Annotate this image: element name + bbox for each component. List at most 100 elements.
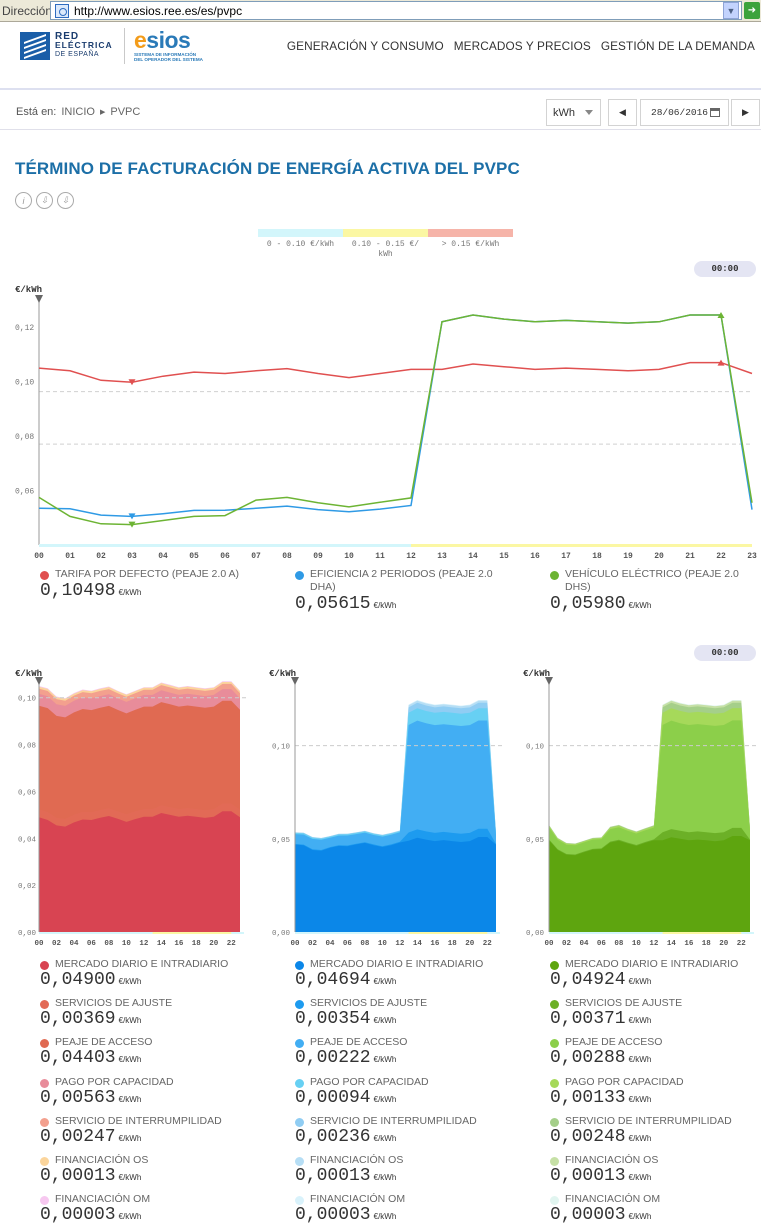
x-tick-label: 10 [378, 940, 388, 948]
breakdown-legend-item[interactable]: FINANCIACIÓN OM 0,00003 €/kWh [295, 1193, 505, 1229]
breakdown-legend-item[interactable]: PEAJE DE ACCESO 0,04403 €/kWh [40, 1036, 250, 1072]
caret-down-icon [585, 110, 593, 115]
legend-label: EFICIENCIA 2 PERIODOS (PEAJE 2.0 [310, 568, 493, 580]
export-icon[interactable]: ⇩ [57, 192, 74, 209]
breakdown-legend-item[interactable]: SERVICIOS DE AJUSTE 0,00369 €/kWh [40, 997, 250, 1033]
breakdown-legend-item[interactable]: FINANCIACIÓN OS 0,00013 €/kWh [550, 1154, 760, 1190]
esios-logo[interactable]: esios SISTEMA DE INFORMACIÓN DEL OPERADO… [134, 28, 224, 68]
go-arrow-icon[interactable]: ➜ [744, 2, 760, 19]
breakdown-legend-item[interactable]: PEAJE DE ACCESO 0,00222 €/kWh [295, 1036, 505, 1072]
min-marker-icon [128, 521, 136, 528]
x-band-segment [225, 544, 256, 547]
legend-value: 0,00094 €/kWh [295, 1088, 396, 1108]
breakdown-chart-vehiculo[interactable]: €/kWh 0,00 0,05 0,10 00 02 04 06 08 10 12 14 16 18 20 2… [508, 662, 761, 952]
y-tick-label: 0,06 [15, 488, 34, 497]
x-tick-label: 06 [87, 940, 97, 948]
breakdown-legend-item[interactable]: FINANCIACIÓN OM 0,00003 €/kWh [550, 1193, 760, 1229]
legend-label: PEAJE DE ACCESO [310, 1036, 408, 1049]
unit-select[interactable]: kWh [546, 99, 601, 126]
breakdown-legend-item[interactable]: PAGO POR CAPACIDAD 0,00563 €/kWh [40, 1076, 250, 1112]
legend-label: MERCADO DIARIO E INTRADIARIO [565, 958, 739, 970]
next-date-button[interactable]: ▶ [731, 99, 760, 126]
legend-value: 0,00288 €/kWh [550, 1048, 651, 1068]
x-band-segment [318, 544, 349, 547]
esios-rest: sios [146, 27, 191, 53]
download-icon[interactable]: ⇩ [36, 192, 53, 209]
legend-dot-icon [295, 1196, 304, 1206]
legend-value: 0,00236 €/kWh [295, 1127, 396, 1147]
x-band-segment [473, 544, 504, 547]
x-tick-label: 08 [282, 552, 292, 561]
breakdown-chart-eficiencia[interactable]: €/kWh 0,00 0,05 0,10 00 02 04 06 08 10 12 14 16 18 20 2… [254, 662, 508, 952]
nav-generacion-consumo[interactable]: GENERACIÓN Y CONSUMO [286, 39, 444, 53]
legend-unit: €/kWh [373, 601, 397, 610]
x-band-mid [152, 932, 232, 934]
legend-value-number: 0,00371 [550, 1009, 626, 1030]
y-axis-label: €/kWh [523, 669, 550, 679]
legend-unit: €/kWh [118, 1212, 142, 1222]
info-icon[interactable]: i [15, 192, 32, 209]
breakdown-legend-item[interactable]: FINANCIACIÓN OS 0,00013 €/kWh [40, 1154, 250, 1190]
breakdown-legend-item[interactable]: MERCADO DIARIO E INTRADIARIO 0,04694 €/kWh [295, 958, 505, 994]
breakdown-legend-item[interactable]: SERVICIOS DE AJUSTE 0,00371 €/kWh [550, 997, 760, 1033]
breakdown-legend-item[interactable]: FINANCIACIÓN OS 0,00013 €/kWh [295, 1154, 505, 1190]
legend-label: SERVICIO DE INTERRUMPILIDAD [310, 1114, 477, 1127]
breadcrumb-home[interactable]: INICIO [61, 106, 95, 118]
x-tick-label: 05 [189, 552, 199, 561]
legend-dot-icon [40, 571, 49, 580]
legend-dot-icon [40, 1117, 49, 1127]
breakdown-legend-item[interactable]: MERCADO DIARIO E INTRADIARIO 0,04900 €/kWh [40, 958, 250, 994]
main-legend-item[interactable]: TARIFA POR DEFECTO (PEAJE 2.0 A) 0,10498 €… [40, 568, 250, 616]
breakdown-legend-item[interactable]: MERCADO DIARIO E INTRADIARIO 0,04924 €/kWh [550, 958, 760, 994]
prev-date-button[interactable]: ◀ [608, 99, 637, 126]
y-axis-label: €/kWh [269, 669, 296, 679]
breakdown-legend-item[interactable]: PEAJE DE ACCESO 0,00288 €/kWh [550, 1036, 760, 1072]
calendar-icon[interactable] [710, 108, 720, 117]
legend-value-number: 0,00003 [295, 1205, 371, 1226]
nav-gestion-demanda[interactable]: GESTIÓN DE LA DEMANDA [600, 39, 755, 53]
legend-unit: €/kWh [373, 977, 397, 986]
breakdown-legend-item[interactable]: PAGO POR CAPACIDAD 0,00133 €/kWh [550, 1076, 760, 1112]
main-legend-item[interactable]: VEHÍCULO ELÉCTRICO (PEAJE 2.0 DHS) 0,05980… [550, 568, 760, 616]
date-input[interactable]: 28/06/2016 [640, 99, 729, 126]
x-tick-label: 02 [96, 552, 106, 561]
main-line-chart[interactable]: €/kWh 0,06 0,08 0,10 0,12 00 01 02 03 04 05 06 07 08 0… [0, 280, 761, 562]
legend-value-number: 0,00003 [40, 1205, 116, 1226]
y-tick-label: 0,10 [526, 744, 545, 752]
y-tick-label: 0,02 [18, 883, 36, 891]
legend-value: 0,00563 €/kWh [40, 1088, 141, 1108]
breakdown-legend-item[interactable]: SERVICIO DE INTERRUMPILIDAD 0,00247 €/kWh [40, 1115, 250, 1151]
url-input[interactable]: http://www.esios.ree.es/es/pvpc [50, 1, 742, 20]
x-band-segment [256, 544, 287, 547]
breakdown-legend-item[interactable]: SERVICIOS DE AJUSTE 0,00354 €/kWh [295, 997, 505, 1033]
x-tick-label: 18 [702, 940, 712, 948]
legend-value-number: 0,04900 [40, 970, 116, 990]
legend-unit: €/kWh [118, 977, 142, 986]
x-tick-label: 14 [667, 940, 677, 948]
legend-value-number: 0,00247 [40, 1126, 116, 1147]
legend-label: PAGO POR CAPACIDAD [55, 1075, 174, 1088]
legend-label: FINANCIACIÓN OS [310, 1154, 404, 1166]
legend-value: 0,04403 €/kWh [40, 1048, 141, 1068]
legend-unit: €/kWh [628, 1173, 652, 1182]
breakdown-legend-item[interactable]: PAGO POR CAPACIDAD 0,00094 €/kWh [295, 1076, 505, 1112]
breakdown-chart-tarifa[interactable]: €/kWh 0,00 0,02 0,04 0,06 0,08 0,10 00 02 04 06 08 1… [0, 662, 254, 952]
url-dropdown-icon[interactable]: ▼ [723, 2, 739, 19]
legend-dot-icon [550, 1078, 559, 1088]
breakdown-legend-item[interactable]: SERVICIO DE INTERRUMPILIDAD 0,00236 €/kWh [295, 1115, 505, 1151]
axis-marker-icon [35, 677, 43, 685]
breakdown-legend-item[interactable]: SERVICIO DE INTERRUMPILIDAD 0,00248 €/kWh [550, 1115, 760, 1151]
legend-value: 0,00013 €/kWh [550, 1166, 651, 1186]
x-tick-label: 12 [406, 552, 416, 561]
price-range-legend: 0 - 0.10 €/kWh 0.10 - 0.15 €/ kWh > 0.15… [258, 229, 513, 259]
nav-mercados-precios[interactable]: MERCADOS Y PRECIOS [453, 39, 591, 53]
x-tick-label: 06 [343, 940, 353, 948]
legend-value: 0,00222 €/kWh [295, 1048, 396, 1068]
time-badge-main: 00:00 [694, 261, 756, 277]
legend-label: MERCADO DIARIO E INTRADIARIO [310, 958, 484, 970]
x-tick-label: 18 [448, 940, 458, 948]
legend-value: 0,00013 €/kWh [295, 1166, 396, 1186]
ree-logo[interactable]: RED ELÉCTRICA DE ESPAÑA [20, 32, 120, 64]
main-legend-item[interactable]: EFICIENCIA 2 PERIODOS (PEAJE 2.0 DHA) 0,05… [295, 568, 505, 616]
breakdown-legend-item[interactable]: FINANCIACIÓN OM 0,00003 €/kWh [40, 1193, 250, 1229]
